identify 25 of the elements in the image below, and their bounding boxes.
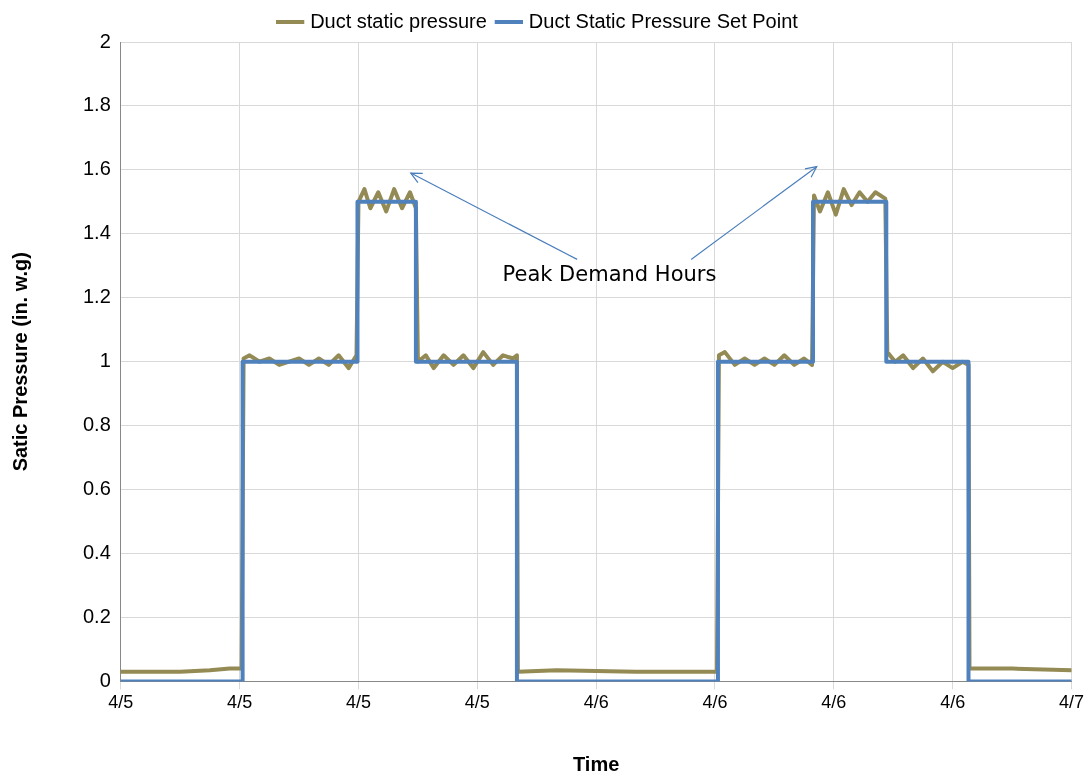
- annotation: Peak Demand Hours: [502, 262, 717, 287]
- y-tick-label: 1.8: [82, 93, 111, 116]
- x-tick-label: 4/6: [821, 692, 847, 713]
- y-tick-label: 0.8: [82, 413, 111, 436]
- x-tick-label: 4/5: [345, 692, 371, 713]
- y-tick-label: 0.6: [82, 477, 111, 500]
- y-tick-label: 2: [99, 29, 111, 52]
- x-tick-label: 4/7: [1058, 692, 1084, 713]
- y-tick-label: 0: [99, 668, 111, 691]
- legend-label: Duct Static Pressure Set Point: [528, 9, 799, 32]
- y-tick-label: 0.4: [82, 541, 111, 564]
- x-tick-label: 4/6: [583, 692, 609, 713]
- x-tick-label: 4/6: [702, 692, 728, 713]
- y-tick-label: 1.4: [82, 221, 111, 244]
- y-tick-label: 1.2: [82, 285, 111, 308]
- x-tick-label: 4/5: [227, 692, 253, 713]
- y-tick-label: 0.2: [82, 604, 111, 627]
- x-tick-label: 4/5: [464, 692, 490, 713]
- y-axis-title: Satic Pressure (in. w.g): [8, 252, 31, 472]
- legend-label: Duct static pressure: [310, 9, 487, 32]
- y-tick-label: 1: [99, 349, 111, 372]
- x-tick-label: 4/6: [940, 692, 966, 713]
- x-tick-label: 4/5: [108, 692, 134, 713]
- y-tick-label: 1.6: [82, 157, 111, 180]
- x-axis-title: Time: [572, 752, 620, 775]
